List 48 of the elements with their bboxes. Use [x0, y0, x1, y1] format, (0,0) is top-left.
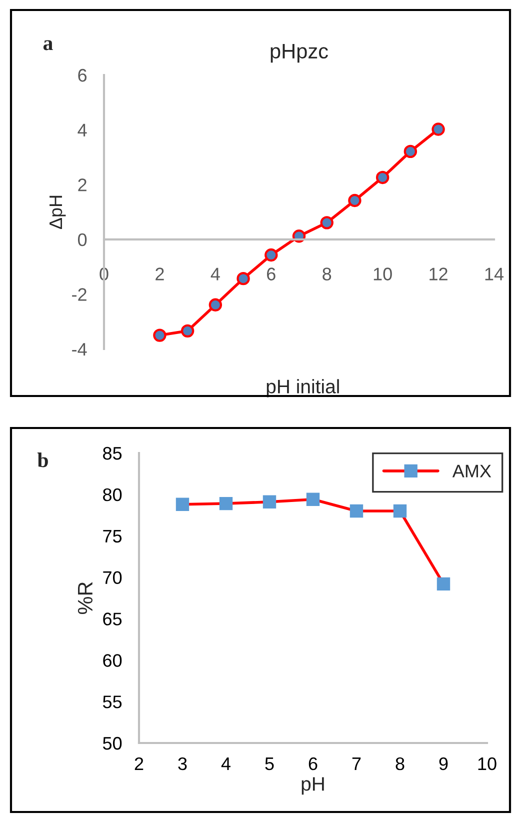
y-tick-label: -2: [72, 288, 86, 301]
y-tick-label: 65: [103, 612, 122, 626]
y-tick-label: 55: [102, 696, 122, 708]
x-tick-label: 8: [396, 757, 404, 770]
point: [264, 248, 278, 262]
y-tick-label: 6: [78, 68, 87, 82]
x-tick-label: 2: [134, 757, 144, 770]
x-tick-label: 7: [352, 758, 361, 770]
point: [376, 170, 390, 184]
text: b: [37, 452, 48, 468]
x-tick-label: 9: [439, 757, 448, 770]
x-tick-label: 10: [478, 757, 496, 770]
x-tick-label: 4: [221, 758, 230, 770]
point: [404, 144, 418, 158]
y-tick-label: 0: [78, 233, 87, 246]
y-tick-label: 50: [102, 736, 122, 750]
x-tick-label: 8: [322, 268, 332, 280]
x-tick-label: 12: [430, 268, 448, 280]
y-tick-label: 2: [78, 178, 86, 192]
x-tick-label: 14: [485, 268, 504, 280]
point: [320, 216, 334, 230]
y-axis-title: %R: [78, 582, 92, 614]
point: [432, 122, 445, 136]
y-tick-label: 85: [103, 446, 122, 460]
text: a: [43, 40, 53, 50]
x-tick-label: 10: [374, 268, 392, 280]
x-tick-label: 4: [210, 268, 220, 280]
point: [348, 194, 362, 208]
y-tick-label: -4: [72, 343, 87, 356]
legend-label: AMX: [452, 464, 492, 478]
point: [236, 272, 250, 286]
y-tick-label: 70: [103, 571, 122, 584]
x-axis-title: pH: [302, 777, 324, 795]
x-tick-label: 6: [267, 268, 276, 280]
y-tick-label: 80: [103, 488, 122, 502]
y-tick-label: 4: [78, 124, 87, 136]
y-tick-label: 60: [103, 654, 122, 667]
x-tick-label: 2: [156, 268, 164, 280]
point: [180, 324, 194, 338]
x-tick-label: 6: [308, 757, 318, 770]
x-tick-label: 5: [265, 758, 274, 770]
y-axis-title: ΔpH: [50, 196, 66, 230]
point: [208, 298, 222, 312]
x-axis-title: pH initial: [266, 379, 339, 398]
y-tick-label: 75: [103, 530, 122, 543]
x-tick-label: 3: [178, 757, 187, 770]
chart-title: pHpzc: [270, 44, 328, 63]
point: [153, 328, 166, 342]
